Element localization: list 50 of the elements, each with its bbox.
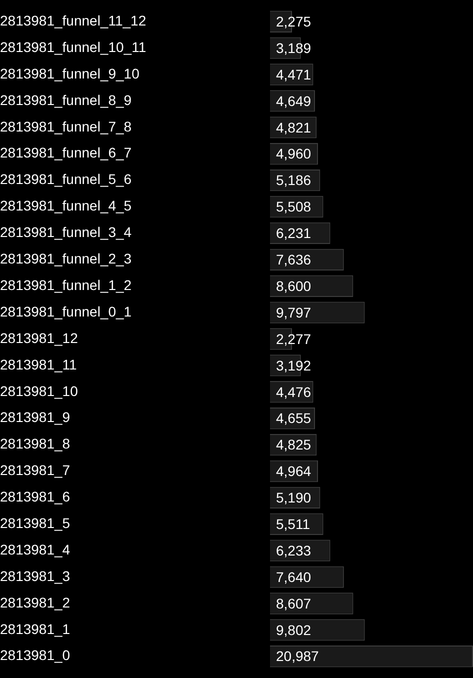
y-tick-label: 2813981_11 [0,356,78,372]
y-tick-label: 2813981_6 [0,488,70,505]
y-tick-label: 2813981_funnel_8_9 [0,92,132,108]
y-tick-label: 2813981_funnel_7_8 [0,118,132,134]
data-label: 9,797 [276,304,312,320]
data-label: 4,821 [276,119,312,136]
y-tick-label: 2813981_0 [0,647,70,664]
data-label: 5,508 [276,198,312,215]
data-label: 4,649 [276,92,312,109]
data-label: 7,640 [276,568,312,585]
y-tick-label: 2813981_5 [0,514,70,531]
data-label: 3,192 [276,357,312,374]
data-label: 2,275 [276,13,312,30]
y-tick-label: 2813981_funnel_1_2 [0,276,132,293]
data-label: 4,960 [276,146,312,162]
y-tick-label: 2813981_funnel_2_3 [0,250,132,267]
data-label: 5,186 [276,172,312,188]
data-label: 9,802 [276,622,312,638]
data-label: 5,190 [276,490,312,506]
y-tick-label: 2813981_2 [0,594,70,610]
data-label: 4,825 [276,436,312,453]
data-label: 4,655 [276,410,312,426]
data-label: 6,231 [276,225,312,242]
y-tick-label: 2813981_1 [0,620,70,637]
data-label: 2,277 [276,330,312,347]
y-tick-label: 2813981_7 [0,462,70,478]
data-label: 8,600 [276,278,312,294]
data-label: 7,636 [276,252,312,268]
data-label: 4,471 [276,66,312,82]
data-label: 20,987 [276,648,320,664]
data-label: 8,607 [276,595,312,612]
y-tick-label: 2813981_funnel_11_12 [0,12,146,28]
y-tick-label: 2813981_funnel_9_10 [0,65,140,82]
y-tick-label: 2813981_funnel_0_1 [0,303,132,320]
y-tick-label: 2813981_9 [0,409,70,426]
data-label: 6,233 [276,542,312,558]
y-tick-label: 2813981_10 [0,382,78,399]
data-label: 3,189 [276,40,312,56]
y-tick-label: 2813981_3 [0,568,70,584]
y-tick-label: 2813981_funnel_3_4 [0,224,132,240]
y-tick-label: 2813981_8 [0,436,70,452]
data-label: 5,511 [276,516,310,532]
data-label: 4,476 [276,384,312,400]
y-tick-label: 2813981_funnel_6_7 [0,144,132,161]
y-tick-label: 2813981_12 [0,330,78,346]
data-label: 4,964 [276,463,312,480]
y-tick-label: 2813981_funnel_5_6 [0,171,132,188]
y-tick-label: 2813981_funnel_10_11 [0,38,146,55]
y-tick-label: 2813981_funnel_4_5 [0,198,132,214]
y-tick-label: 2813981_4 [0,541,70,558]
